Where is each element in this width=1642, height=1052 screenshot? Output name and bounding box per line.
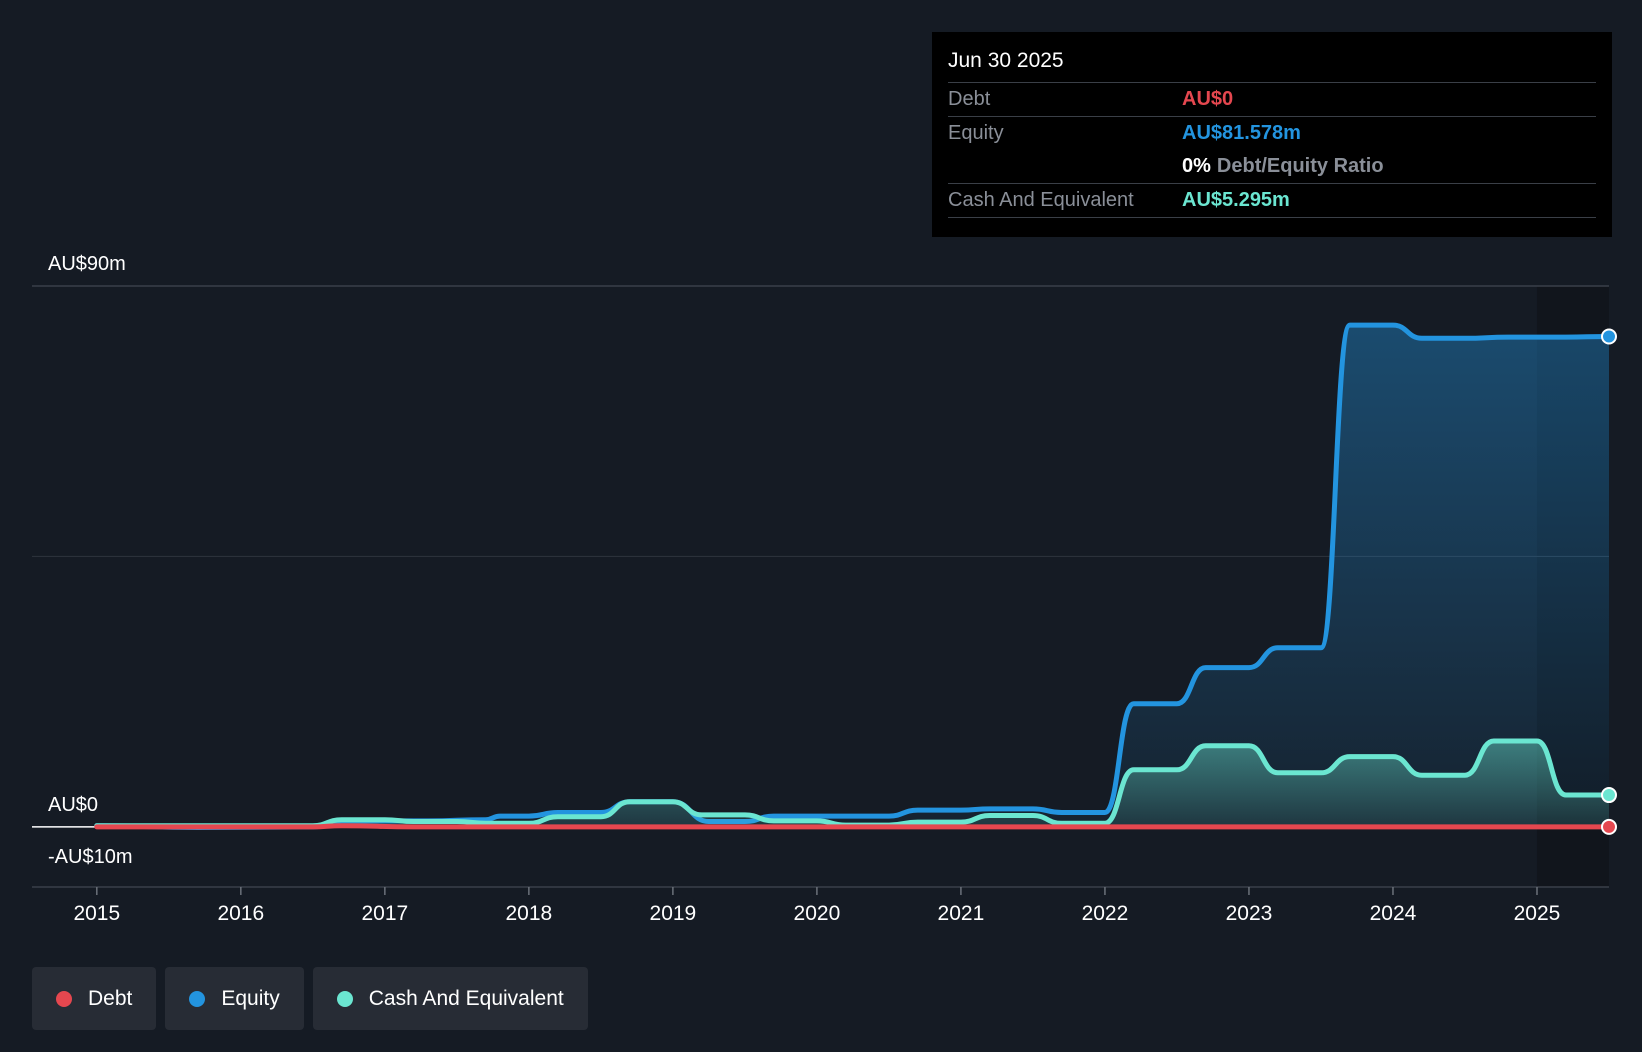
cash-dot-icon: [336, 990, 353, 1007]
debt-line: [94, 823, 1612, 830]
tooltip-ratio-label: Debt/Equity Ratio: [1216, 155, 1384, 177]
tooltip-debt-value: AU$0: [1182, 88, 1234, 110]
equity-line: [94, 322, 1612, 830]
tooltip-debt-label: Debt: [948, 88, 991, 110]
tooltip-date: Jun 30 2025: [948, 46, 1596, 83]
tooltip-equity-label: Equity: [948, 122, 1004, 144]
equity-end-point: [1601, 328, 1617, 345]
x-tick-label: 2024: [1370, 902, 1417, 925]
legend-label-cash: Cash And Equivalent: [368, 986, 564, 1010]
legend-item-cash[interactable]: Cash And Equivalent: [312, 967, 588, 1030]
y-tick-label: -AU$10m: [48, 846, 132, 868]
x-tick-label: 2023: [1226, 902, 1273, 925]
tooltip-equity-value: AU$81.578m: [1182, 122, 1301, 144]
equity-area: [96, 325, 1609, 828]
y-tick-label: AU$0: [48, 794, 98, 816]
legend: Debt Equity Cash And Equivalent: [32, 967, 588, 1030]
x-tick-label: 2015: [73, 902, 120, 925]
x-tick-label: 2017: [361, 902, 408, 925]
tooltip-ratio-percent: 0%: [1182, 155, 1211, 177]
cash-end-point: [1601, 787, 1617, 804]
legend-item-equity[interactable]: Equity: [165, 967, 304, 1030]
tooltip-equity-row: Equity AU$81.578m: [948, 117, 1596, 150]
x-tick-label: 2019: [650, 902, 697, 925]
debt-end-point: [1601, 818, 1617, 835]
equity-dot-icon: [189, 990, 206, 1007]
x-tick-label: 2021: [938, 902, 985, 925]
x-tick-label: 2020: [794, 902, 841, 925]
tooltip-cash-row: Cash And Equivalent AU$5.295m: [948, 184, 1596, 218]
legend-item-debt[interactable]: Debt: [32, 967, 157, 1030]
cash-line: [94, 738, 1612, 829]
x-tick-label: 2016: [217, 902, 264, 925]
tooltip-debt-row: Debt AU$0: [948, 83, 1596, 117]
legend-label-debt: Debt: [88, 986, 133, 1010]
tooltip-cash-value: AU$5.295m: [1182, 189, 1290, 211]
x-tick-label: 2025: [1514, 902, 1561, 925]
y-tick-label: AU$90m: [48, 253, 126, 275]
cash-area: [96, 741, 1609, 827]
tooltip-cash-label: Cash And Equivalent: [948, 189, 1134, 211]
tooltip-ratio-row: 0% Debt/Equity Ratio: [948, 150, 1596, 184]
tooltip: Jun 30 2025 Debt AU$0 Equity AU$81.578m …: [932, 32, 1612, 237]
x-tick-label: 2022: [1082, 902, 1129, 925]
legend-label-equity: Equity: [221, 986, 280, 1010]
x-tick-label: 2018: [506, 902, 553, 925]
debt-dot-icon: [56, 990, 72, 1007]
